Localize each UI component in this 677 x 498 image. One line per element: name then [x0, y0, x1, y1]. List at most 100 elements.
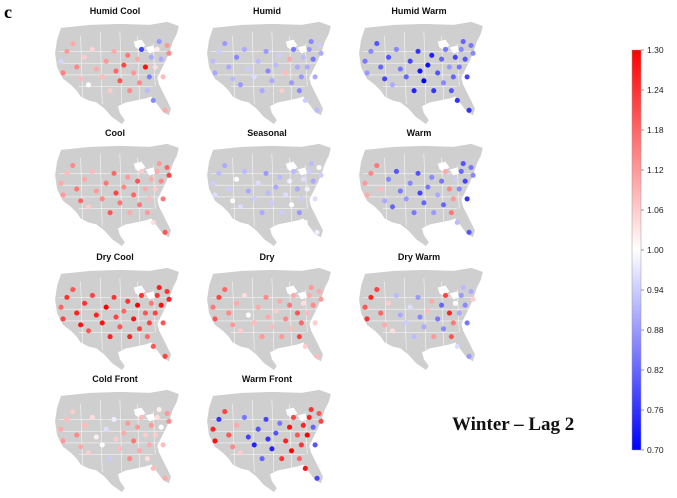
station-point	[393, 168, 399, 174]
state-border	[232, 35, 235, 99]
colorbar-tick-label: 0.82	[647, 365, 664, 375]
station-point	[273, 308, 279, 314]
station-point	[368, 48, 374, 54]
station-point	[156, 161, 162, 167]
station-point	[431, 210, 437, 216]
station-point	[70, 162, 76, 169]
state-border	[119, 31, 123, 105]
station-point	[99, 196, 105, 202]
station-point	[138, 414, 145, 420]
station-point	[245, 434, 251, 440]
station-point	[310, 302, 316, 308]
colorbar-tick-label: 0.76	[647, 405, 664, 415]
station-point	[425, 62, 431, 68]
station-point	[152, 432, 158, 438]
station-point	[462, 56, 468, 62]
station-point	[146, 320, 152, 326]
station-point	[226, 310, 232, 316]
station-point	[378, 186, 384, 192]
station-point	[74, 310, 80, 316]
station-point	[362, 304, 368, 310]
station-point	[107, 456, 113, 462]
station-point	[70, 286, 76, 293]
station-point	[117, 78, 123, 84]
station-point	[470, 296, 476, 302]
station-point	[287, 302, 293, 308]
map-panel: Cool	[40, 128, 190, 248]
map-panel: Humid Warm	[344, 6, 494, 126]
station-point	[435, 316, 441, 322]
great-lakes	[133, 407, 156, 422]
station-point	[234, 54, 240, 60]
panel-title: Cool	[105, 128, 125, 138]
station-point	[263, 416, 269, 422]
station-point	[421, 324, 427, 330]
station-point	[308, 285, 314, 291]
station-point	[464, 74, 470, 80]
panel-title: Cold Front	[92, 374, 138, 384]
great-lakes	[285, 161, 308, 176]
station-point	[456, 310, 462, 316]
station-point	[283, 70, 289, 76]
station-point	[435, 70, 441, 76]
station-point	[310, 178, 316, 184]
state-border	[232, 157, 235, 221]
panel-letter: c	[4, 2, 12, 22]
station-point	[58, 58, 64, 64]
station-point	[314, 353, 320, 359]
station-point	[107, 88, 113, 94]
station-point	[259, 210, 265, 216]
station-point	[226, 432, 232, 438]
state-border	[271, 277, 275, 351]
map-svg	[55, 21, 179, 125]
station-point	[318, 296, 324, 302]
station-point	[85, 82, 92, 88]
station-point	[460, 161, 466, 167]
station-point	[74, 432, 80, 438]
station-point	[288, 326, 295, 332]
station-point	[259, 334, 265, 340]
station-point	[156, 285, 162, 291]
station-point	[150, 97, 156, 104]
station-point	[374, 40, 380, 47]
station-point	[417, 314, 423, 320]
state-border	[232, 281, 235, 345]
station-point	[368, 294, 374, 300]
station-point	[306, 46, 312, 52]
station-point	[277, 420, 283, 426]
state-border	[100, 399, 103, 473]
station-point	[82, 300, 88, 306]
state-border	[271, 31, 275, 105]
station-point	[397, 66, 403, 72]
colorbar-tick-label: 1.06	[647, 205, 664, 215]
station-point	[316, 42, 322, 49]
station-point	[300, 300, 306, 306]
station-point	[135, 424, 141, 430]
station-point	[440, 326, 447, 332]
station-point	[454, 219, 460, 226]
station-point	[234, 422, 240, 428]
great-lakes	[437, 39, 460, 54]
station-point	[154, 168, 160, 174]
station-point	[389, 204, 396, 210]
station-point	[312, 74, 318, 80]
station-point	[148, 54, 154, 60]
station-point	[439, 178, 445, 184]
state-border	[271, 399, 275, 473]
state-border	[252, 153, 255, 227]
station-point	[298, 196, 304, 202]
station-point	[458, 46, 464, 52]
colorbar-tick-label: 1.30	[647, 46, 664, 55]
station-point	[78, 444, 84, 450]
map-svg	[207, 389, 331, 493]
station-point	[314, 475, 320, 481]
station-point	[255, 304, 261, 310]
station-point	[468, 288, 474, 295]
station-point	[58, 426, 64, 432]
station-point	[425, 184, 431, 190]
station-point	[255, 426, 261, 432]
station-point	[306, 168, 312, 174]
station-point	[103, 58, 109, 64]
station-point	[158, 178, 164, 184]
station-point	[162, 475, 168, 481]
